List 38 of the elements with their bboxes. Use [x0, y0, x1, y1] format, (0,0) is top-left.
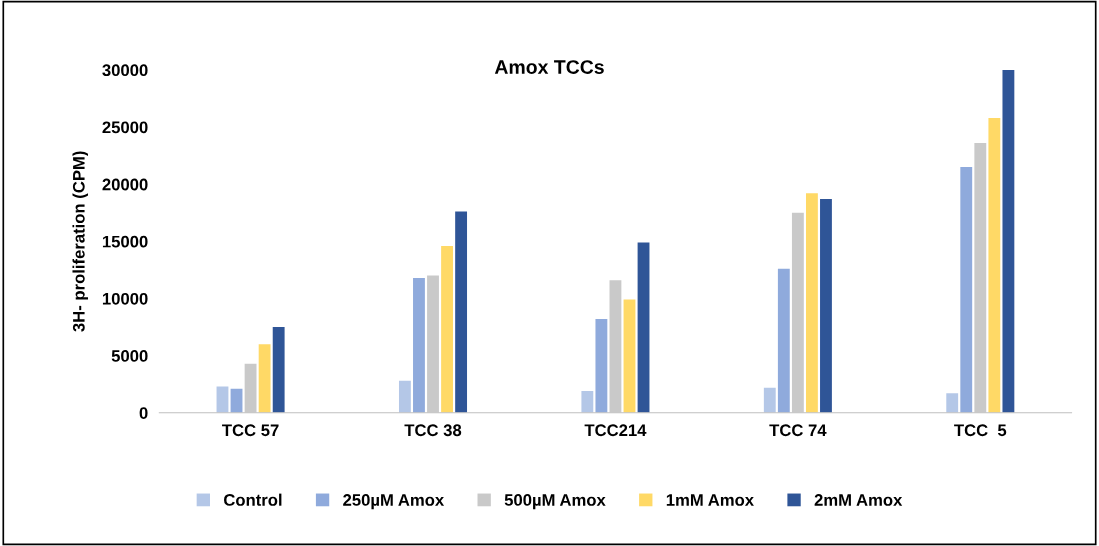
legend-label: 1mM Amox: [666, 494, 754, 506]
bar: [820, 199, 832, 413]
y-tick-label: 30000: [102, 64, 148, 77]
legend-label: 250µM Amox: [343, 494, 445, 510]
bar: [637, 242, 650, 413]
legend-label: Control: [224, 493, 282, 506]
bar: [1002, 69, 1015, 413]
bar: [455, 211, 468, 413]
bar: [398, 380, 411, 413]
bar: [960, 167, 973, 413]
x-tick-label: TCC 57: [222, 424, 279, 437]
y-tick-label: 10000: [102, 292, 148, 305]
bar: [216, 386, 229, 413]
bar: [272, 327, 285, 413]
x-tick-label: TCC 5: [954, 424, 1007, 437]
legend-label: 2mM Amox: [814, 494, 903, 506]
y-tick-label: 5000: [111, 350, 148, 362]
bar: [441, 245, 453, 413]
chart-title: Amox TCCs: [494, 60, 604, 74]
x-tick-label: TCC 38: [404, 424, 462, 437]
y-axis-title: 3H- proliferation (CPM): [72, 151, 89, 332]
y-tick-label: 0: [139, 407, 148, 419]
bar: [777, 268, 790, 413]
bar: [763, 387, 776, 413]
legend-label: 500µM Amox: [504, 494, 606, 510]
y-tick-label: 15000: [102, 235, 148, 248]
y-tick-label: 20000: [102, 178, 148, 191]
y-tick-label: 25000: [102, 121, 148, 134]
bar: [581, 391, 594, 413]
x-tick-label: TCC214: [584, 424, 647, 437]
bar: [805, 193, 818, 413]
bar: [623, 299, 636, 413]
x-tick-label: TCC 74: [769, 424, 827, 437]
bar: [413, 277, 425, 413]
bar: [595, 319, 608, 413]
bar: [988, 117, 1001, 413]
bar: [946, 393, 959, 413]
bar: [258, 344, 271, 413]
